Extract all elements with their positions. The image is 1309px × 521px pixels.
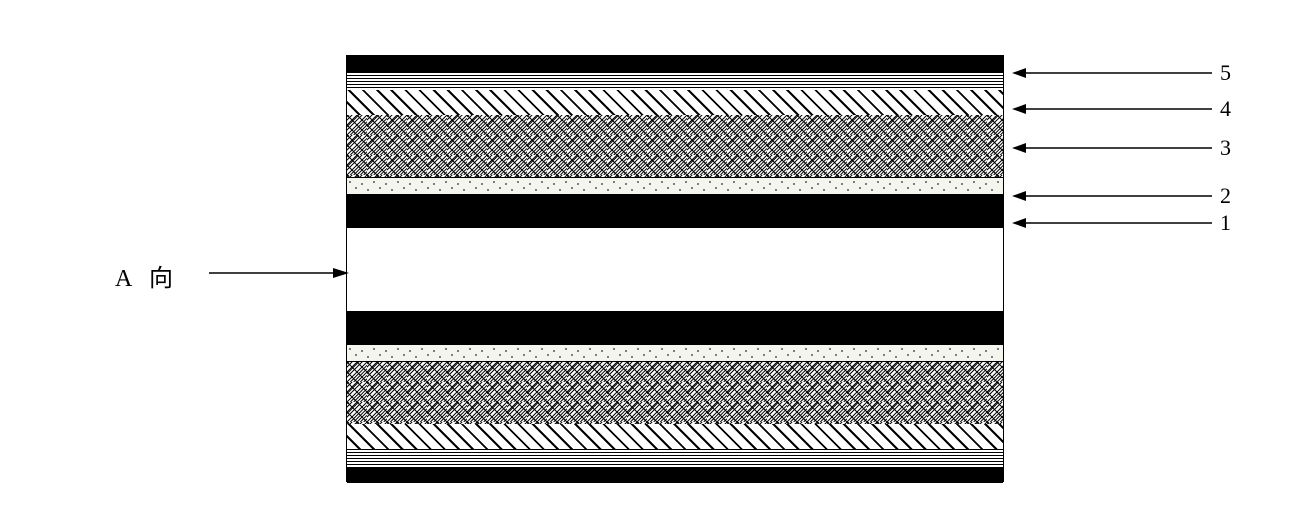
callout-5: 5 bbox=[1012, 60, 1231, 86]
callout-2: 2 bbox=[1012, 183, 1231, 209]
callout-3: 3 bbox=[1012, 135, 1231, 161]
layer-3-bottom bbox=[347, 362, 1003, 424]
cross-section-diagram bbox=[346, 55, 1004, 482]
arrow-left-icon bbox=[1012, 216, 1212, 230]
callout-4: 4 bbox=[1012, 96, 1231, 122]
center-hollow bbox=[347, 228, 1003, 311]
layer-5-lines-top bbox=[347, 72, 1003, 90]
layer-5-outer-top bbox=[347, 56, 1003, 72]
layer-4-bottom bbox=[347, 424, 1003, 449]
layer-1-bottom bbox=[347, 311, 1003, 344]
layer-2-bottom bbox=[347, 344, 1003, 362]
layer-3-top bbox=[347, 115, 1003, 177]
layer-4-top bbox=[347, 90, 1003, 115]
arrow-left-icon bbox=[1012, 102, 1212, 116]
callout-1: 1 bbox=[1012, 210, 1231, 236]
callout-number: 3 bbox=[1220, 135, 1231, 161]
layer-5-lines-bottom bbox=[347, 449, 1003, 467]
a-direction-label: A 向 bbox=[115, 258, 179, 293]
a-direction-indicator: A 向 bbox=[115, 258, 349, 293]
layer-5-outer-bottom bbox=[347, 467, 1003, 483]
callout-number: 2 bbox=[1220, 183, 1231, 209]
layer-2-top bbox=[347, 177, 1003, 195]
arrow-left-icon bbox=[1012, 66, 1212, 80]
arrow-left-icon bbox=[1012, 189, 1212, 203]
callout-number: 1 bbox=[1220, 210, 1231, 236]
layer-1-top bbox=[347, 195, 1003, 228]
callout-number: 5 bbox=[1220, 60, 1231, 86]
arrow-right-icon bbox=[209, 266, 349, 285]
callout-number: 4 bbox=[1220, 96, 1231, 122]
arrow-left-icon bbox=[1012, 141, 1212, 155]
